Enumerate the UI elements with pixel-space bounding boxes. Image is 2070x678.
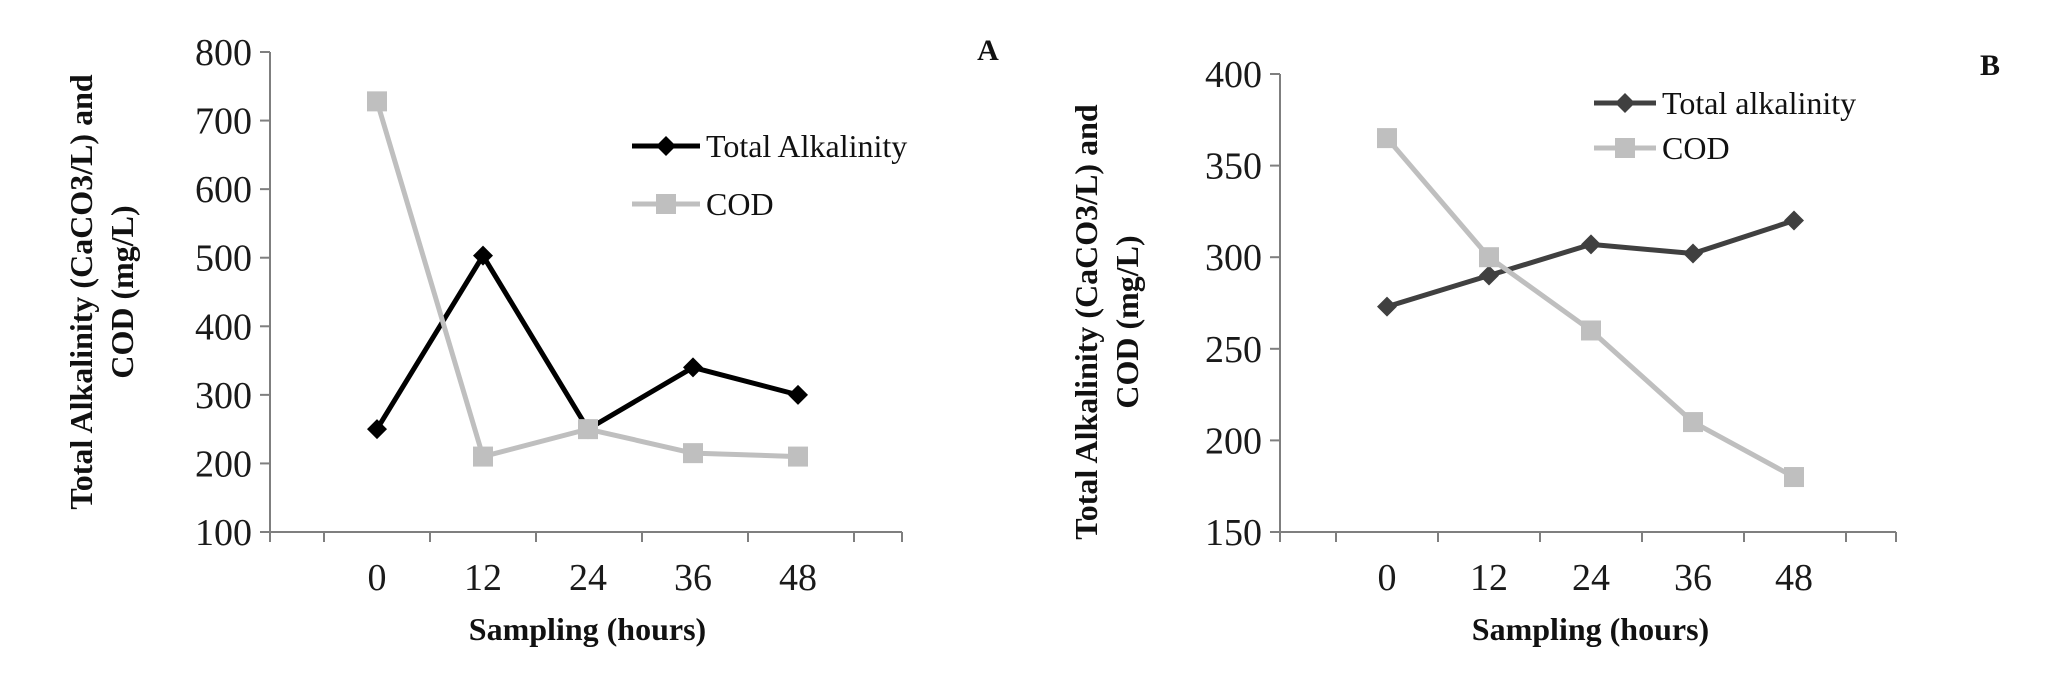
chart-1-series-1-point	[1784, 467, 1804, 488]
chart-1-x-tick-label: 0	[1378, 557, 1397, 599]
chart-0-series-1-point	[367, 91, 387, 112]
chart-0-y-tick-label: 400	[195, 306, 252, 348]
chart-0-series-0-point	[683, 357, 703, 378]
chart-0-y-axis-title-line1: Total Alkalinity (CaCO3/L) and	[63, 74, 99, 510]
chart-0-y-tick-label: 700	[195, 101, 252, 143]
chart-0-series-0-point	[788, 384, 808, 405]
chart-1-series-1-point	[1479, 247, 1499, 268]
chart-1-x-tick-label: 36	[1674, 557, 1712, 599]
chart-0-series-1-point	[578, 419, 598, 440]
chart-0-x-axis-title: Sampling (hours)	[469, 611, 706, 647]
chart-0-panel-letter: A	[977, 34, 999, 67]
chart-1-legend-label: COD	[1662, 130, 1730, 166]
chart-0-y-tick-label: 200	[195, 443, 252, 485]
chart-1-y-tick-label: 300	[1205, 237, 1262, 279]
chart-0-legend-marker-0	[656, 136, 676, 156]
chart-1-x-tick-label: 48	[1775, 557, 1813, 599]
chart-0-y-tick-label: 800	[195, 32, 252, 74]
chart-0-series-1-point	[473, 446, 493, 467]
chart-0-x-tick-label: 36	[674, 557, 712, 599]
chart-0-series-1-point	[788, 446, 808, 467]
chart-1-y-tick-label: 350	[1205, 146, 1262, 188]
chart-0-x-tick-label: 48	[779, 557, 817, 599]
chart-1-legend-label: Total alkalinity	[1662, 85, 1856, 121]
chart-1-x-tick-label: 24	[1572, 557, 1610, 599]
chart-1-y-tick-label: 250	[1205, 329, 1262, 371]
chart-1-series-0-point	[1784, 210, 1804, 231]
chart-1-series-1-point	[1683, 412, 1703, 433]
chart-1-series-0-point	[1683, 243, 1703, 264]
chart-0-x-tick-label: 0	[368, 557, 387, 599]
chart-0-series-1-point	[683, 443, 703, 464]
chart-0-y-tick-label: 500	[195, 238, 252, 280]
chart-1-series-0-point	[1377, 296, 1397, 317]
chart-1-y-tick-label: 400	[1205, 54, 1262, 96]
chart-1-series-line-0	[1386, 218, 1795, 310]
chart-0-y-tick-label: 100	[195, 512, 252, 554]
chart-0-series-0-point	[473, 245, 493, 266]
chart-1-x-tick-label: 12	[1470, 557, 1508, 599]
chart-1-y-tick-label: 200	[1205, 420, 1262, 462]
chart-1-series-1-point	[1581, 320, 1601, 341]
chart-1-panel-letter: B	[1980, 49, 2000, 82]
chart-0-series-0-point	[367, 419, 387, 440]
chart-0-legend-label: COD	[706, 186, 774, 222]
chart-1-y-axis-title-line2: COD (mg/L)	[1109, 235, 1145, 408]
chart-1-legend-marker-1	[1615, 138, 1635, 158]
chart-0-y-tick-label: 300	[195, 375, 252, 417]
chart-1-y-axis-title-line1: Total Alkalinity (CaCO3/L) and	[1068, 104, 1104, 540]
chart-0-y-tick-label: 600	[195, 169, 252, 211]
chart-1-series-0-point	[1479, 265, 1499, 286]
chart-1-x-axis-title: Sampling (hours)	[1472, 611, 1709, 647]
chart-0-y-axis-title-line2: COD (mg/L)	[104, 205, 140, 378]
chart-1-y-tick-label: 150	[1205, 512, 1262, 554]
chart-0-x-tick-label: 24	[569, 557, 607, 599]
chart-0-legend-label: Total Alkalinity	[706, 128, 907, 164]
chart-0-series-line-0	[374, 253, 799, 432]
chart-0-x-tick-label: 12	[464, 557, 502, 599]
chart-1-series-0-point	[1581, 234, 1601, 255]
chart-1-legend-marker-0	[1615, 93, 1635, 113]
chart-0-legend-marker-1	[656, 194, 676, 214]
chart-1-series-line-1	[1385, 136, 1796, 480]
chart-1-series-1-point	[1377, 128, 1397, 149]
